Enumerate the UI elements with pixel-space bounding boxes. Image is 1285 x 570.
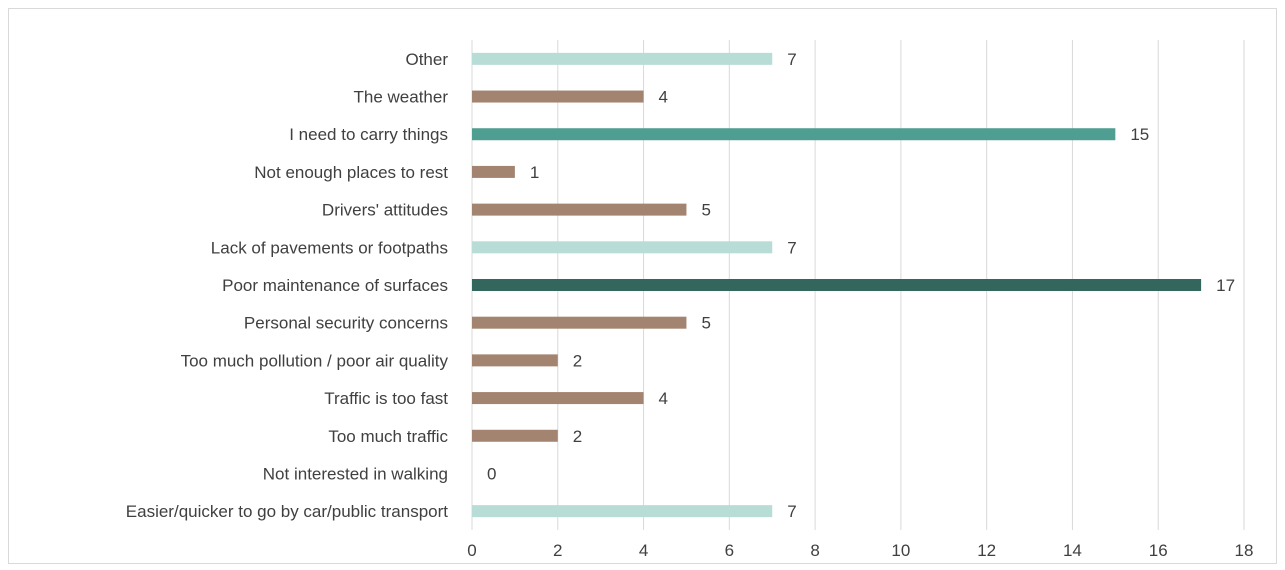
category-label: I need to carry things xyxy=(289,125,448,144)
category-label: Too much traffic xyxy=(328,427,448,446)
bar xyxy=(472,241,773,254)
data-label: 7 xyxy=(787,502,796,521)
category-label: Easier/quicker to go by car/public trans… xyxy=(126,502,448,521)
data-label: 4 xyxy=(659,88,668,107)
x-tick-label: 6 xyxy=(725,541,734,560)
bar xyxy=(472,90,644,103)
data-label: 15 xyxy=(1130,125,1149,144)
category-label: Drivers' attitudes xyxy=(322,201,448,220)
category-label: Other xyxy=(405,50,448,69)
category-label: Lack of pavements or footpaths xyxy=(211,238,448,257)
bar xyxy=(472,165,515,178)
bar xyxy=(472,429,558,442)
x-tick-label: 16 xyxy=(1149,541,1168,560)
bar xyxy=(472,354,558,367)
x-tick-label: 12 xyxy=(977,541,996,560)
bars xyxy=(472,52,1202,518)
bar xyxy=(472,279,1202,291)
category-label: Not interested in walking xyxy=(263,464,448,483)
x-tick-label: 4 xyxy=(639,541,648,560)
bar xyxy=(472,316,687,329)
bar xyxy=(472,203,687,216)
data-label: 4 xyxy=(659,389,668,408)
x-tick-label: 2 xyxy=(553,541,562,560)
x-tick-label: 18 xyxy=(1235,541,1254,560)
data-label: 0 xyxy=(487,464,496,483)
bar xyxy=(472,505,773,518)
data-label: 17 xyxy=(1216,276,1235,295)
category-label: Not enough places to rest xyxy=(254,163,448,182)
x-axis-tick-labels: 0 2 4 6 8 10 12 14 16 18 xyxy=(467,541,1253,560)
x-tick-label: 0 xyxy=(467,541,476,560)
category-labels: Other The weather I need to carry things No… xyxy=(126,50,449,521)
category-label: Poor maintenance of surfaces xyxy=(222,276,448,295)
data-label: 7 xyxy=(787,50,796,69)
data-label: 1 xyxy=(530,163,539,182)
data-label: 2 xyxy=(573,427,582,446)
data-label: 7 xyxy=(787,238,796,257)
data-label: 5 xyxy=(701,201,710,220)
bar xyxy=(472,128,1116,141)
bar xyxy=(472,52,773,65)
category-label: Too much pollution / poor air quality xyxy=(181,351,449,370)
x-tick-label: 14 xyxy=(1063,541,1082,560)
category-label: Personal security concerns xyxy=(244,314,448,333)
data-label: 5 xyxy=(701,314,710,333)
x-tick-label: 10 xyxy=(891,541,910,560)
data-label: 2 xyxy=(573,351,582,370)
category-label: Traffic is too fast xyxy=(324,389,448,408)
x-tick-label: 8 xyxy=(810,541,819,560)
bar xyxy=(472,392,644,405)
category-label: The weather xyxy=(354,88,449,107)
